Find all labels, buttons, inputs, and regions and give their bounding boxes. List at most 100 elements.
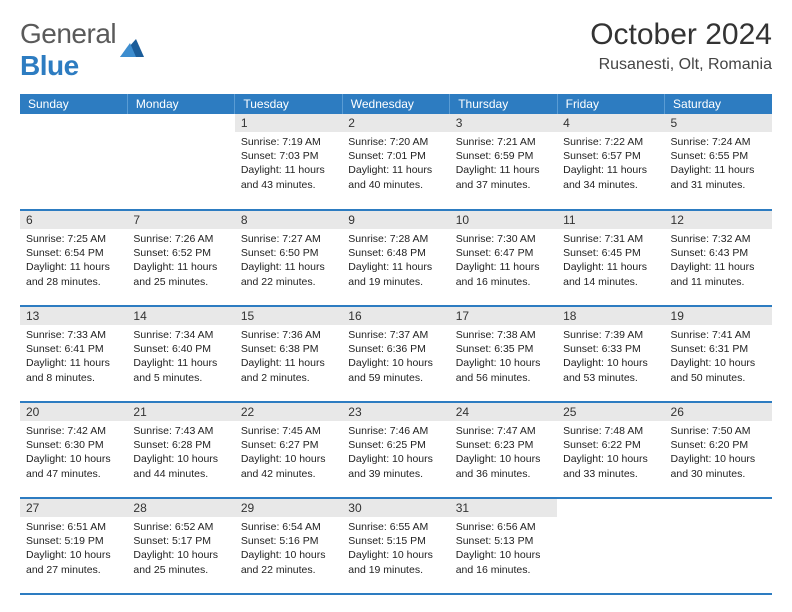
day-details: Sunrise: 7:36 AMSunset: 6:38 PMDaylight:… — [235, 325, 342, 388]
sunrise-line: Sunrise: 7:39 AM — [563, 328, 658, 342]
day-number: 2 — [342, 114, 449, 132]
daylight-line: Daylight: 11 hours and 28 minutes. — [26, 260, 121, 288]
calendar-cell: 17Sunrise: 7:38 AMSunset: 6:35 PMDayligh… — [450, 306, 557, 402]
daylight-line: Daylight: 10 hours and 44 minutes. — [133, 452, 228, 480]
sunset-line: Sunset: 6:43 PM — [671, 246, 766, 260]
daylight-line: Daylight: 10 hours and 16 minutes. — [456, 548, 551, 576]
calendar-row: 20Sunrise: 7:42 AMSunset: 6:30 PMDayligh… — [20, 402, 772, 498]
weekday-header: Tuesday — [235, 94, 342, 114]
day-number: 1 — [235, 114, 342, 132]
sunrise-line: Sunrise: 7:32 AM — [671, 232, 766, 246]
calendar-row: 1Sunrise: 7:19 AMSunset: 7:03 PMDaylight… — [20, 114, 772, 210]
day-number: 9 — [342, 211, 449, 229]
calendar-cell: 27Sunrise: 6:51 AMSunset: 5:19 PMDayligh… — [20, 498, 127, 594]
sunrise-line: Sunrise: 7:19 AM — [241, 135, 336, 149]
day-number: 16 — [342, 307, 449, 325]
daylight-line: Daylight: 10 hours and 39 minutes. — [348, 452, 443, 480]
daylight-line: Daylight: 10 hours and 42 minutes. — [241, 452, 336, 480]
day-number: 25 — [557, 403, 664, 421]
sunrise-line: Sunrise: 7:38 AM — [456, 328, 551, 342]
logo-text-2: Blue — [20, 50, 79, 81]
sunset-line: Sunset: 5:19 PM — [26, 534, 121, 548]
day-number: 24 — [450, 403, 557, 421]
weekday-row: SundayMondayTuesdayWednesdayThursdayFrid… — [20, 94, 772, 114]
calendar-cell-empty — [127, 114, 234, 210]
sunset-line: Sunset: 6:48 PM — [348, 246, 443, 260]
day-number: 13 — [20, 307, 127, 325]
sunset-line: Sunset: 6:54 PM — [26, 246, 121, 260]
daylight-line: Daylight: 10 hours and 22 minutes. — [241, 548, 336, 576]
sunrise-line: Sunrise: 7:30 AM — [456, 232, 551, 246]
sunrise-line: Sunrise: 7:25 AM — [26, 232, 121, 246]
day-details: Sunrise: 7:46 AMSunset: 6:25 PMDaylight:… — [342, 421, 449, 484]
sunrise-line: Sunrise: 6:52 AM — [133, 520, 228, 534]
weekday-header: Wednesday — [342, 94, 449, 114]
page-title: October 2024 — [590, 18, 772, 52]
day-details: Sunrise: 7:26 AMSunset: 6:52 PMDaylight:… — [127, 229, 234, 292]
calendar-cell: 5Sunrise: 7:24 AMSunset: 6:55 PMDaylight… — [665, 114, 772, 210]
day-number: 30 — [342, 499, 449, 517]
sunrise-line: Sunrise: 6:56 AM — [456, 520, 551, 534]
sunset-line: Sunset: 6:22 PM — [563, 438, 658, 452]
day-details: Sunrise: 7:41 AMSunset: 6:31 PMDaylight:… — [665, 325, 772, 388]
sunset-line: Sunset: 6:33 PM — [563, 342, 658, 356]
logo: General Blue — [20, 18, 148, 82]
sunset-line: Sunset: 6:50 PM — [241, 246, 336, 260]
calendar-cell: 6 Sunrise: 7:25 AMSunset: 6:54 PMDaylight… — [20, 210, 127, 306]
calendar-cell: 30Sunrise: 6:55 AMSunset: 5:15 PMDayligh… — [342, 498, 449, 594]
daylight-line: Daylight: 11 hours and 31 minutes. — [671, 163, 766, 191]
sunset-line: Sunset: 7:01 PM — [348, 149, 443, 163]
day-number: 7 — [127, 211, 234, 229]
day-details: Sunrise: 7:42 AMSunset: 6:30 PMDaylight:… — [20, 421, 127, 484]
daylight-line: Daylight: 11 hours and 11 minutes. — [671, 260, 766, 288]
daylight-line: Daylight: 11 hours and 14 minutes. — [563, 260, 658, 288]
calendar-body: 1Sunrise: 7:19 AMSunset: 7:03 PMDaylight… — [20, 114, 772, 594]
calendar-cell-empty — [665, 498, 772, 594]
sunrise-line: Sunrise: 7:43 AM — [133, 424, 228, 438]
sunset-line: Sunset: 5:16 PM — [241, 534, 336, 548]
day-number: 31 — [450, 499, 557, 517]
sunset-line: Sunset: 6:41 PM — [26, 342, 121, 356]
calendar-cell: 7Sunrise: 7:26 AMSunset: 6:52 PMDaylight… — [127, 210, 234, 306]
sunrise-line: Sunrise: 7:37 AM — [348, 328, 443, 342]
daylight-line: Daylight: 10 hours and 59 minutes. — [348, 356, 443, 384]
sunset-line: Sunset: 6:40 PM — [133, 342, 228, 356]
sunrise-line: Sunrise: 7:31 AM — [563, 232, 658, 246]
day-details: Sunrise: 6:55 AMSunset: 5:15 PMDaylight:… — [342, 517, 449, 580]
sunset-line: Sunset: 6:27 PM — [241, 438, 336, 452]
daylight-line: Daylight: 11 hours and 25 minutes. — [133, 260, 228, 288]
sunrise-line: Sunrise: 7:36 AM — [241, 328, 336, 342]
sunset-line: Sunset: 6:52 PM — [133, 246, 228, 260]
daylight-line: Daylight: 10 hours and 33 minutes. — [563, 452, 658, 480]
calendar-cell: 24Sunrise: 7:47 AMSunset: 6:23 PMDayligh… — [450, 402, 557, 498]
day-number: 27 — [20, 499, 127, 517]
day-number: 12 — [665, 211, 772, 229]
day-number: 6 — [20, 211, 127, 229]
calendar-cell-empty — [20, 114, 127, 210]
sunrise-line: Sunrise: 7:50 AM — [671, 424, 766, 438]
sunrise-line: Sunrise: 7:33 AM — [26, 328, 121, 342]
sunrise-line: Sunrise: 7:27 AM — [241, 232, 336, 246]
day-details: Sunrise: 6:52 AMSunset: 5:17 PMDaylight:… — [127, 517, 234, 580]
day-details: Sunrise: 6:56 AMSunset: 5:13 PMDaylight:… — [450, 517, 557, 580]
calendar-cell: 10Sunrise: 7:30 AMSunset: 6:47 PMDayligh… — [450, 210, 557, 306]
day-number: 22 — [235, 403, 342, 421]
calendar-cell: 2Sunrise: 7:20 AMSunset: 7:01 PMDaylight… — [342, 114, 449, 210]
day-details: Sunrise: 7:47 AMSunset: 6:23 PMDaylight:… — [450, 421, 557, 484]
day-number: 21 — [127, 403, 234, 421]
sunset-line: Sunset: 6:20 PM — [671, 438, 766, 452]
sunset-line: Sunset: 6:38 PM — [241, 342, 336, 356]
calendar-cell: 20Sunrise: 7:42 AMSunset: 6:30 PMDayligh… — [20, 402, 127, 498]
weekday-header: Thursday — [450, 94, 557, 114]
calendar-table: SundayMondayTuesdayWednesdayThursdayFrid… — [20, 94, 772, 595]
logo-text: General Blue — [20, 18, 116, 82]
sunset-line: Sunset: 5:15 PM — [348, 534, 443, 548]
sunrise-line: Sunrise: 7:34 AM — [133, 328, 228, 342]
day-details: Sunrise: 7:38 AMSunset: 6:35 PMDaylight:… — [450, 325, 557, 388]
day-details: Sunrise: 7:32 AMSunset: 6:43 PMDaylight:… — [665, 229, 772, 292]
sunset-line: Sunset: 6:35 PM — [456, 342, 551, 356]
sunset-line: Sunset: 5:17 PM — [133, 534, 228, 548]
day-number: 20 — [20, 403, 127, 421]
calendar-cell: 13 Sunrise: 7:33 AMSunset: 6:41 PMDayligh… — [20, 306, 127, 402]
daylight-line: Daylight: 11 hours and 8 minutes. — [26, 356, 121, 384]
